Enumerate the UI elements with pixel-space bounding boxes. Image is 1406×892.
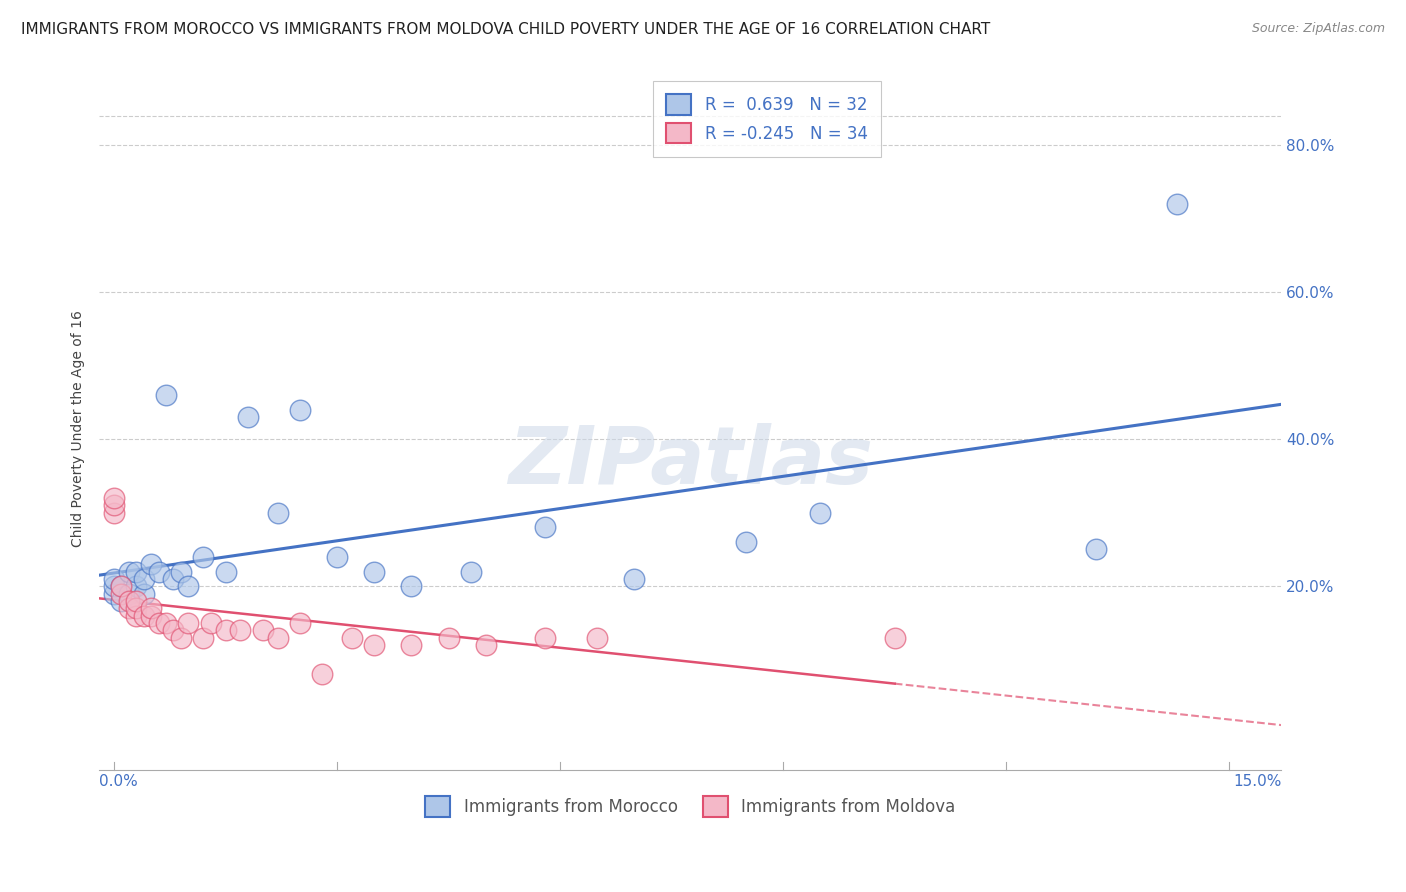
Point (110, 579, 132, 593)
Point (170, 565, 193, 579)
Point (103, 506, 125, 520)
Point (266, 506, 288, 520)
Text: 0.0%: 0.0% (100, 773, 138, 789)
Point (252, 624, 274, 638)
Point (326, 549, 349, 564)
Point (103, 586, 125, 600)
Point (808, 506, 831, 520)
Point (155, 615, 177, 630)
Point (623, 572, 645, 586)
Point (363, 565, 385, 579)
Point (125, 565, 148, 579)
Point (200, 615, 222, 630)
Point (155, 388, 177, 402)
Point (363, 638, 385, 652)
Point (534, 631, 557, 645)
Point (110, 579, 132, 593)
Point (1166, 197, 1188, 211)
Point (534, 520, 557, 534)
Point (141, 557, 163, 571)
Y-axis label: Child Poverty Under the Age of 16: Child Poverty Under the Age of 16 (72, 310, 86, 547)
Point (132, 608, 155, 623)
Point (288, 615, 311, 630)
Point (460, 565, 482, 579)
Point (214, 565, 236, 579)
Point (118, 565, 141, 579)
Point (125, 601, 148, 615)
Text: ZIPatlas: ZIPatlas (508, 424, 873, 501)
Legend: Immigrants from Morocco, Immigrants from Moldova: Immigrants from Morocco, Immigrants from… (419, 789, 962, 823)
Point (103, 579, 125, 593)
Point (118, 586, 141, 600)
Point (118, 594, 141, 608)
Point (229, 624, 252, 638)
Point (148, 615, 170, 630)
Point (132, 572, 155, 586)
Point (141, 608, 163, 623)
Point (110, 586, 132, 600)
Point (193, 549, 215, 564)
Point (401, 579, 423, 593)
Point (586, 631, 609, 645)
Point (311, 667, 333, 681)
Point (236, 410, 259, 425)
Point (883, 631, 905, 645)
Point (103, 499, 125, 513)
Text: IMMIGRANTS FROM MOROCCO VS IMMIGRANTS FROM MOLDOVA CHILD POVERTY UNDER THE AGE O: IMMIGRANTS FROM MOROCCO VS IMMIGRANTS FR… (21, 22, 990, 37)
Point (110, 594, 132, 608)
Point (103, 572, 125, 586)
Point (177, 615, 200, 630)
Point (148, 565, 170, 579)
Point (437, 631, 460, 645)
Point (125, 579, 148, 593)
Point (125, 594, 148, 608)
Point (141, 601, 163, 615)
Point (475, 638, 498, 652)
Point (162, 572, 184, 586)
Point (103, 491, 125, 505)
Text: 15.0%: 15.0% (1233, 773, 1281, 789)
Point (401, 638, 423, 652)
Point (162, 624, 184, 638)
Point (735, 535, 758, 549)
Point (193, 631, 215, 645)
Point (170, 631, 193, 645)
Point (132, 586, 155, 600)
Point (214, 624, 236, 638)
Point (266, 631, 288, 645)
Point (118, 601, 141, 615)
Point (288, 402, 311, 417)
Text: Source: ZipAtlas.com: Source: ZipAtlas.com (1251, 22, 1385, 36)
Point (177, 579, 200, 593)
Point (340, 631, 363, 645)
Point (125, 608, 148, 623)
Point (1084, 542, 1107, 557)
